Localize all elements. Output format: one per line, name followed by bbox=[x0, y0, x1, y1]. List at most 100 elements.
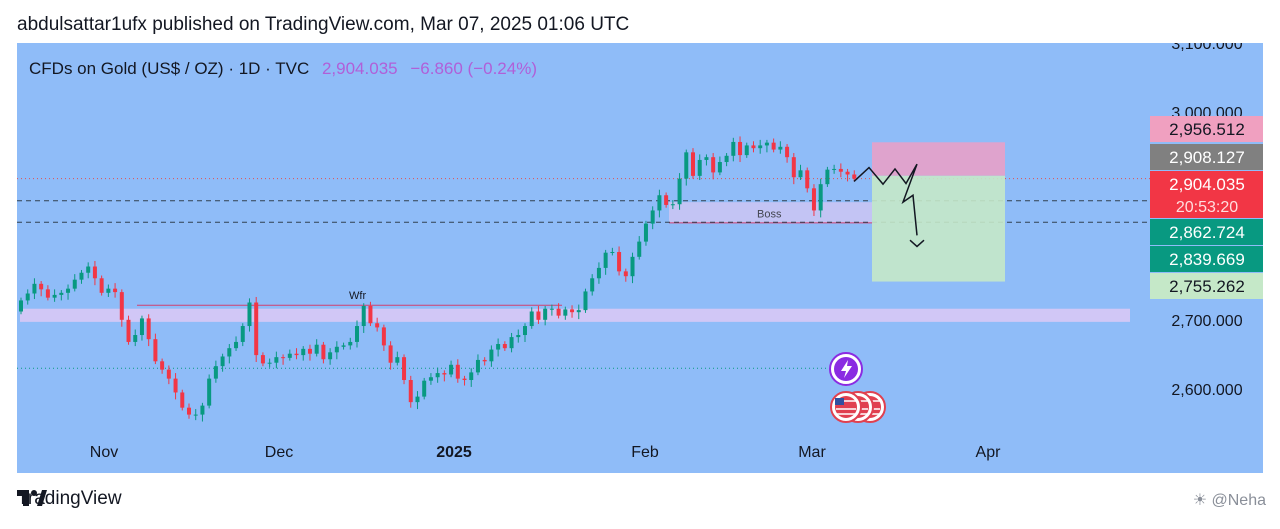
candle bbox=[744, 145, 749, 156]
candle bbox=[45, 289, 50, 298]
candle bbox=[670, 204, 675, 206]
candle bbox=[590, 278, 595, 292]
take-profit-zone bbox=[872, 175, 1005, 282]
price-label-badge bbox=[1150, 171, 1263, 218]
candle bbox=[187, 407, 191, 415]
candle bbox=[516, 335, 521, 338]
candle bbox=[825, 169, 830, 185]
price-label: 2,755.262 bbox=[1169, 277, 1245, 296]
candle bbox=[838, 168, 843, 172]
candle bbox=[630, 256, 635, 277]
chart-area[interactable]: Wfr Boss Nov Dec 2025 Feb Mar Apr 3,100.000 3,000… bbox=[17, 43, 1263, 473]
candle bbox=[32, 283, 37, 294]
x-tick-label: Mar bbox=[798, 444, 826, 461]
annotation-label: Wfr bbox=[349, 290, 366, 302]
candle bbox=[617, 251, 622, 272]
price-label-badge bbox=[1150, 116, 1263, 142]
candle bbox=[650, 210, 655, 224]
candle bbox=[153, 339, 158, 362]
support-zone bbox=[20, 308, 1130, 322]
lightning-bolt-icon bbox=[841, 360, 852, 378]
candle bbox=[307, 348, 312, 354]
candle bbox=[25, 293, 30, 301]
candle bbox=[301, 348, 306, 356]
candle bbox=[691, 152, 695, 176]
candle bbox=[267, 362, 272, 364]
candle bbox=[462, 378, 467, 381]
candle bbox=[422, 380, 427, 397]
candle bbox=[449, 364, 454, 375]
candle bbox=[811, 188, 816, 211]
candle bbox=[213, 366, 218, 379]
candle bbox=[771, 142, 776, 150]
x-tick-label: 2025 bbox=[436, 444, 472, 461]
candle bbox=[852, 174, 857, 179]
candle bbox=[549, 308, 554, 310]
candle bbox=[523, 326, 527, 336]
tradingview-logo[interactable]: TradingView bbox=[17, 488, 122, 510]
candle bbox=[133, 335, 138, 342]
candle bbox=[596, 267, 601, 279]
candle bbox=[355, 326, 359, 342]
candle bbox=[469, 372, 474, 381]
candle bbox=[388, 345, 393, 363]
candle bbox=[643, 223, 648, 242]
candle bbox=[603, 252, 608, 268]
candle bbox=[254, 302, 259, 356]
candle bbox=[19, 300, 23, 312]
y-tick-label: 2,700.000 bbox=[1171, 313, 1242, 330]
candle bbox=[274, 357, 279, 363]
candle bbox=[496, 344, 501, 350]
candle bbox=[502, 344, 507, 349]
price-change: −6.860 (−0.24%) bbox=[410, 59, 537, 78]
candle bbox=[758, 145, 763, 149]
candle bbox=[260, 355, 265, 364]
candle bbox=[281, 357, 286, 359]
candle bbox=[764, 142, 769, 146]
candle bbox=[220, 356, 225, 367]
candle bbox=[180, 392, 185, 408]
candle bbox=[610, 251, 615, 253]
candle bbox=[314, 344, 319, 354]
x-tick-label: Apr bbox=[976, 444, 1002, 461]
candle bbox=[455, 364, 460, 379]
price-label: 2,862.724 bbox=[1169, 223, 1245, 242]
candle bbox=[428, 377, 433, 381]
candle bbox=[805, 170, 810, 189]
candle bbox=[623, 271, 628, 277]
tradingview-logo-icon bbox=[17, 490, 47, 506]
candle bbox=[200, 405, 205, 415]
candle bbox=[146, 318, 151, 340]
candle bbox=[368, 305, 373, 324]
candle bbox=[543, 308, 548, 320]
candle bbox=[415, 396, 420, 403]
candle bbox=[173, 378, 178, 393]
us-flag-canton bbox=[835, 398, 844, 405]
candle bbox=[664, 195, 669, 205]
candle bbox=[845, 171, 850, 175]
candle bbox=[778, 146, 783, 150]
price-label-badge bbox=[1150, 219, 1263, 245]
candle bbox=[717, 162, 722, 173]
candle bbox=[395, 357, 400, 363]
candle bbox=[193, 414, 198, 416]
candle bbox=[86, 266, 91, 273]
price-label-badge bbox=[1150, 246, 1263, 272]
candle bbox=[570, 309, 575, 313]
candle bbox=[738, 141, 743, 156]
candle bbox=[341, 345, 346, 347]
projection-path bbox=[853, 163, 918, 236]
candle bbox=[66, 288, 71, 293]
price-label-badge bbox=[1150, 144, 1263, 170]
candle bbox=[126, 319, 131, 342]
price-label: 2,956.512 bbox=[1169, 120, 1245, 139]
candle bbox=[637, 241, 642, 257]
candle bbox=[832, 168, 837, 170]
candle bbox=[240, 326, 245, 342]
price-label: 2,904.035 bbox=[1169, 175, 1245, 194]
candle bbox=[724, 155, 729, 163]
candle bbox=[99, 278, 104, 293]
annotation-label: Boss bbox=[757, 208, 782, 220]
candle bbox=[536, 311, 541, 320]
